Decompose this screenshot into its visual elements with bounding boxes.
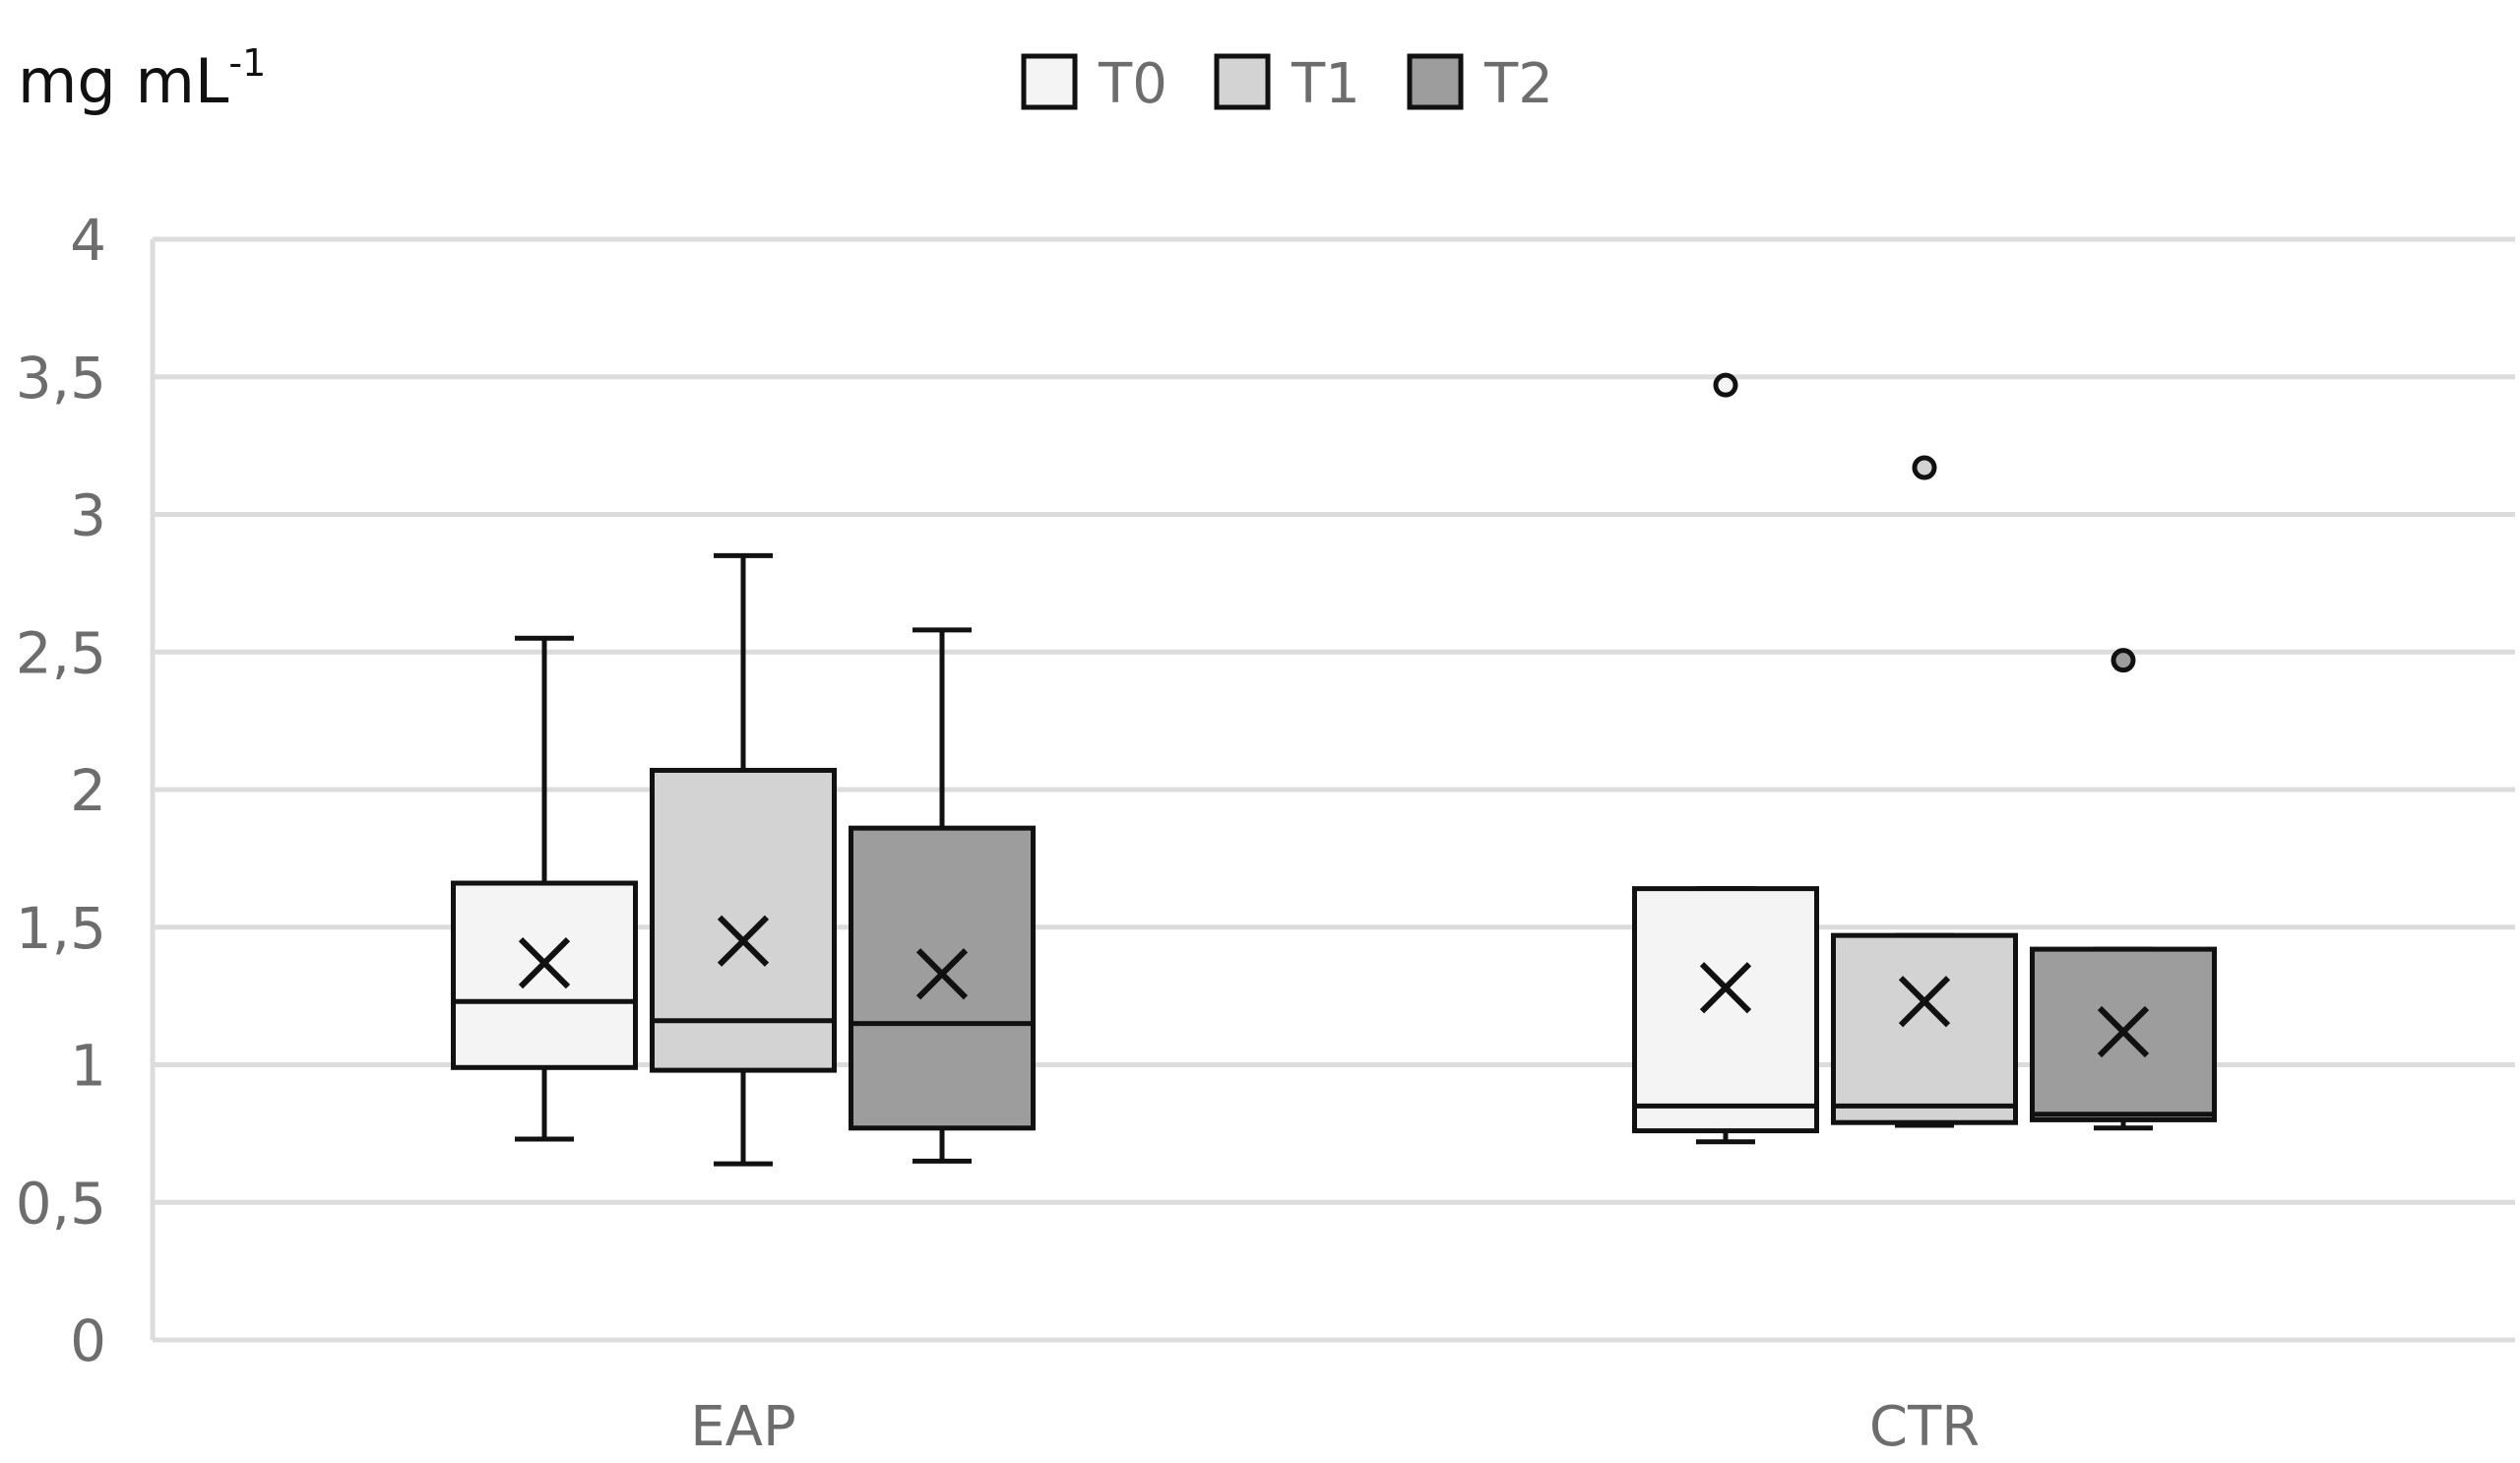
outlier-point (1912, 455, 1937, 480)
y-unit-exponent: -1 (228, 41, 267, 85)
x-category-label: EAP (690, 1395, 795, 1458)
mean-marker (518, 936, 571, 989)
legend-label: T0 (1098, 52, 1167, 116)
outlier-point (1713, 372, 1738, 398)
box-iqr (1831, 932, 2018, 1125)
box-iqr (451, 880, 638, 1070)
legend-item-T0: T0 (1021, 52, 1167, 116)
mean-marker (915, 948, 969, 1000)
outlier-point (2110, 648, 2136, 673)
legend: T0 T1 T2 (1021, 52, 1553, 116)
y-tick-label: 3 (70, 482, 106, 549)
legend-label: T2 (1483, 52, 1553, 116)
box-CTR-T1 (1831, 455, 2018, 1128)
y-tick-label: 0 (70, 1307, 106, 1374)
y-tick-label: 4 (70, 207, 106, 274)
box-EAP-T0 (451, 635, 638, 1142)
y-unit-text: mg mL (18, 45, 229, 117)
box-CTR-T2 (2030, 648, 2217, 1131)
legend-swatch (1021, 53, 1078, 110)
legend-swatch (1407, 53, 1464, 110)
y-tick-label: 0,5 (16, 1170, 106, 1237)
legend-swatch (1214, 53, 1271, 110)
axis-layer: 0 0,5 1 1,5 2 2,5 3 3,5 4 EAP CTR (16, 207, 1980, 1459)
y-tick-label: 2,5 (16, 619, 106, 686)
y-tick-label: 3,5 (16, 345, 106, 412)
box-EAP-T1 (650, 552, 837, 1167)
y-tick-label: 1 (70, 1033, 106, 1100)
mean-marker (1898, 976, 1951, 1028)
legend-item-T1: T1 (1214, 52, 1360, 116)
box-CTR-T0 (1632, 372, 1819, 1145)
y-tick-label: 1,5 (16, 895, 106, 962)
box-iqr (849, 825, 1036, 1131)
box-layer (451, 372, 2217, 1167)
mean-marker (2097, 1005, 2150, 1058)
box-iqr (1632, 886, 1819, 1134)
grid-layer (153, 236, 2515, 1343)
box-EAP-T2 (849, 627, 1036, 1164)
box-iqr (650, 767, 837, 1073)
mean-marker (1699, 962, 1752, 1014)
mean-marker (717, 915, 770, 967)
legend-label: T1 (1291, 52, 1360, 116)
y-tick-label: 2 (70, 757, 106, 824)
y-unit-label: mg mL-1 (18, 41, 266, 117)
x-category-label: CTR (1869, 1395, 1980, 1458)
legend-item-T2: T2 (1407, 52, 1553, 116)
